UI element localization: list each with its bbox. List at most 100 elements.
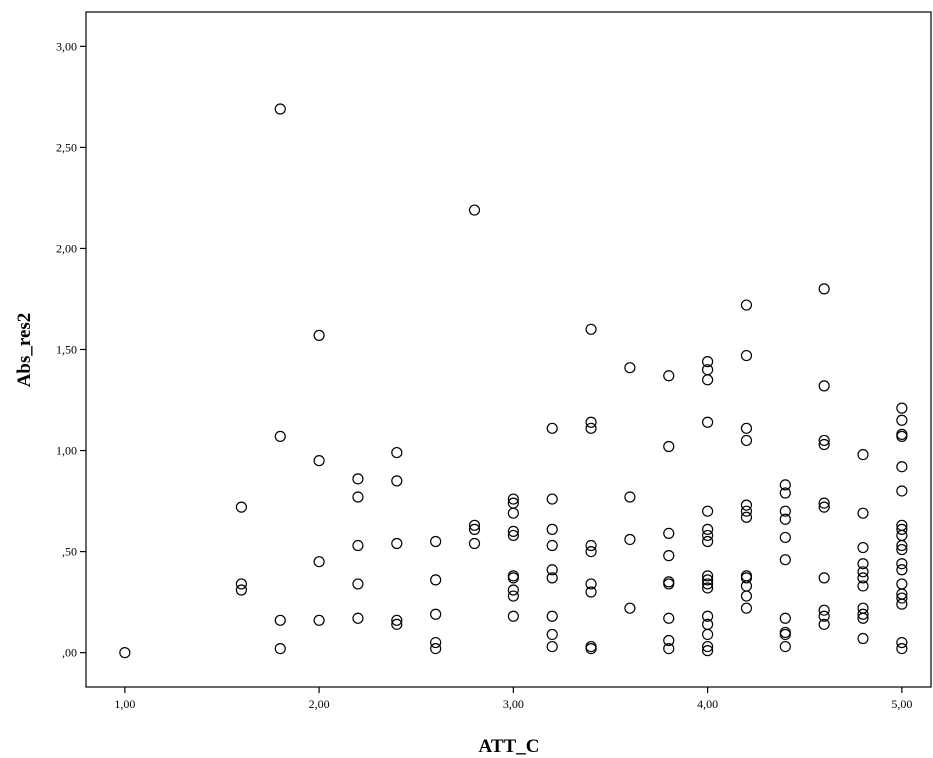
data-point [430,643,442,655]
data-point [352,491,364,503]
data-point [663,527,675,540]
data-point [857,448,869,461]
y-tick-label: 1,00 [56,444,77,458]
data-point [352,578,364,590]
data-point [702,356,714,368]
data-point [702,374,714,386]
data-point [702,535,714,548]
data-point [507,493,519,505]
data-point [235,578,248,590]
y-axis-title: Abs_res2 [14,313,35,388]
data-point [896,529,908,542]
data-point [818,572,830,584]
data-point [313,329,325,341]
data-point [896,558,908,570]
x-tick-label: 2,00 [309,697,330,711]
data-point [624,491,636,503]
data-point [740,299,753,311]
data-point [235,501,248,513]
data-point [624,362,636,374]
data-point [624,533,636,546]
data-point [857,608,869,620]
data-point [546,493,558,505]
data-point [546,422,558,434]
data-point [857,580,869,592]
data-point [740,422,753,434]
data-point [702,505,714,517]
data-point [313,614,325,626]
data-point [857,541,869,554]
data-point [896,564,908,576]
y-tick-label: 3,00 [56,39,77,53]
data-point [857,507,869,519]
x-tick-label: 5,00 [891,697,912,711]
data-point [624,602,636,614]
data-point [740,602,753,614]
data-point [585,578,597,590]
data-point [779,505,791,517]
x-tick-label: 3,00 [503,697,524,711]
data-point [430,608,442,620]
data-point [896,523,908,535]
data-point [818,434,830,447]
data-point [779,628,791,641]
x-axis-title: ATT_C [479,736,540,757]
data-point [896,592,908,604]
data-point [779,487,791,499]
data-point [585,586,597,598]
data-point [818,283,830,295]
y-tick-label: 2,00 [56,241,77,255]
data-point [896,636,908,649]
data-point [896,485,908,497]
data-point [507,507,519,519]
data-point [896,539,908,552]
plot-frame [85,11,932,688]
data-point [235,584,248,596]
data-point [391,475,403,487]
data-point [352,473,364,485]
data-point [663,578,675,590]
data-point [585,416,597,428]
data-point [896,643,908,655]
data-point [585,422,597,434]
x-tick-label: 4,00 [697,697,718,711]
data-point [818,497,830,509]
data-point [896,543,908,556]
data-points [119,103,908,659]
data-point [779,479,791,491]
data-point [546,640,558,653]
data-point [702,523,714,535]
data-point [274,103,286,115]
data-point [740,434,753,447]
data-point [274,614,286,626]
data-point [857,632,869,645]
data-point [740,572,753,584]
data-point [391,446,403,459]
data-point [896,461,908,473]
data-point [740,590,753,602]
data-point [896,402,908,414]
data-point [352,612,364,624]
data-point [896,430,908,443]
data-point [663,612,675,624]
data-point [818,501,830,513]
data-point [702,578,714,590]
data-point [585,643,597,655]
data-point [740,349,753,362]
data-point [779,531,791,544]
data-point [507,525,519,537]
data-point [119,647,131,659]
data-point [818,610,830,622]
data-point [546,523,558,535]
y-axis: ,00 ,50 1,00 1,50 2,00 2,50 3,00 [56,39,86,660]
data-point [779,640,791,653]
data-point [313,556,325,568]
data-point [546,564,558,576]
data-point [818,380,830,392]
data-point [585,545,597,558]
data-point [702,529,714,542]
data-point [546,610,558,622]
data-point [352,539,364,552]
data-point [779,554,791,566]
